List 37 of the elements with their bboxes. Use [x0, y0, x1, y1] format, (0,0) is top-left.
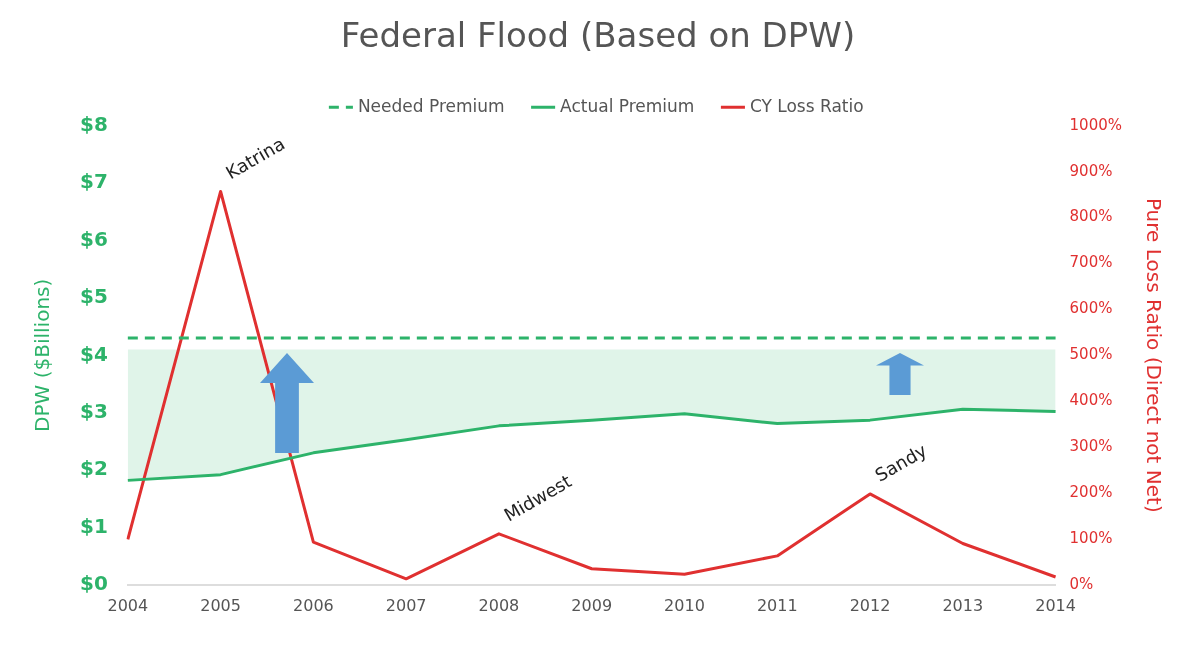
x-tick-label: 2011 — [756, 595, 798, 615]
y2-tick-label: 500% — [1069, 345, 1113, 364]
y-tick-label: $0 — [79, 571, 108, 595]
y-axis-title: DPW ($Billions) — [30, 278, 55, 432]
y2-tick-label: 100% — [1069, 528, 1113, 547]
legend-label: CY Loss Ratio — [749, 95, 864, 116]
x-tick-label: 2007 — [385, 595, 427, 615]
y2-tick-label: 300% — [1069, 436, 1113, 455]
x-tick-label: 2006 — [293, 595, 334, 615]
x-tick-label: 2008 — [478, 595, 520, 615]
legend-label: Needed Premium — [357, 95, 505, 116]
y2-axis-title: Pure Loss Ratio (Direct not Net) — [1141, 197, 1166, 513]
y-tick-label: $2 — [79, 456, 108, 481]
y-tick-label: $8 — [79, 112, 108, 136]
y-tick-label: $4 — [79, 341, 108, 366]
x-tick-label: 2014 — [1035, 595, 1076, 615]
y2-tick-label: 900% — [1069, 161, 1113, 180]
y2-tick-label: 200% — [1069, 482, 1113, 501]
y-tick-label: $3 — [79, 398, 108, 423]
y-tick-label: $1 — [79, 513, 108, 538]
x-tick-label: 2005 — [200, 595, 241, 615]
y2-tick-label: 800% — [1069, 207, 1113, 226]
y2-tick-label: 0% — [1069, 574, 1094, 593]
x-tick-label: 2012 — [849, 595, 891, 615]
y2-tick-label: 1000% — [1069, 115, 1123, 134]
x-tick-label: 2004 — [107, 595, 149, 615]
x-tick-label: 2010 — [664, 595, 705, 615]
y2-tick-label: 400% — [1069, 391, 1113, 410]
legend-label: Actual Premium — [560, 95, 695, 116]
y2-tick-label: 700% — [1069, 253, 1113, 272]
chart-title: Federal Flood (Based on DPW) — [340, 15, 856, 56]
y-tick-label: $6 — [79, 226, 108, 251]
y-tick-label: $5 — [79, 284, 108, 309]
x-tick-label: 2013 — [942, 595, 984, 615]
x-tick-label: 2009 — [571, 595, 613, 615]
y-tick-label: $7 — [79, 169, 108, 194]
y2-tick-label: 600% — [1069, 299, 1113, 318]
